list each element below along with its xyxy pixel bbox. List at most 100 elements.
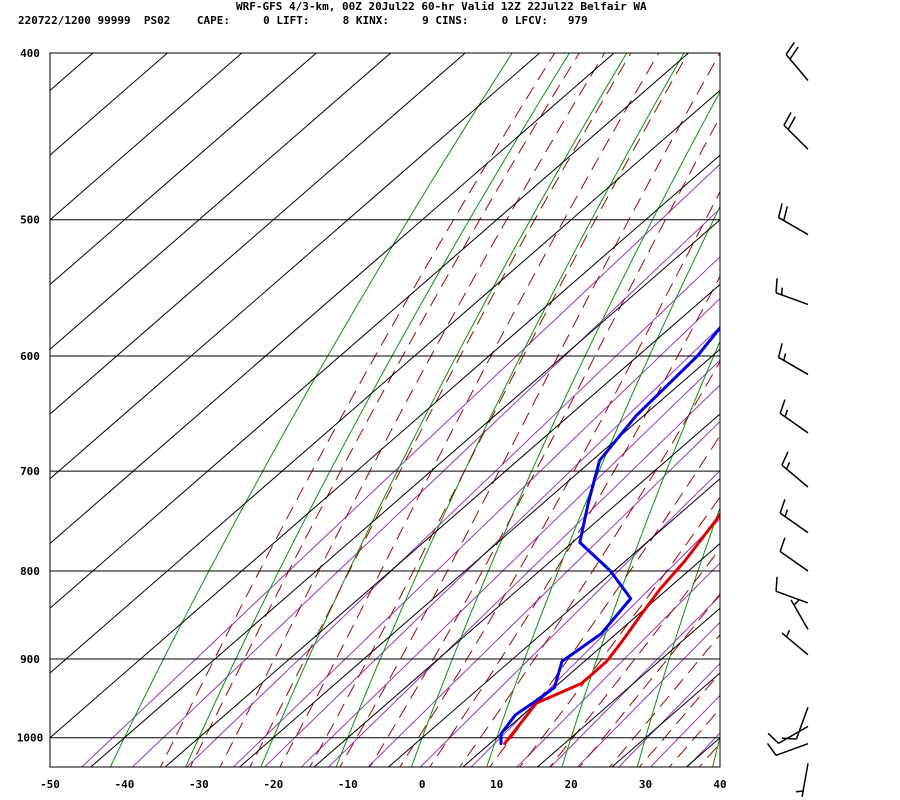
wind-barb-staff — [778, 356, 809, 376]
wind-barb-staff — [778, 216, 809, 236]
wind-barb-half-flag — [793, 599, 800, 606]
wind-barb — [779, 399, 809, 434]
isotherm-line — [49, 52, 540, 480]
index-kinx-value: 9 — [422, 14, 429, 27]
mixing-ratio-line — [232, 297, 720, 767]
isotherm-line — [388, 478, 721, 768]
index-lift-value: 8 — [342, 14, 350, 27]
wind-barb-staff — [775, 590, 809, 604]
wind-barb — [767, 725, 809, 745]
moist-adiabat — [638, 671, 720, 767]
moist-adiabat — [249, 53, 632, 767]
moist-adiabat — [159, 53, 556, 767]
index-lfcv-label: LFCV: — [514, 14, 548, 27]
x-tick-label: 0 — [419, 778, 426, 791]
wind-barb-staff — [781, 464, 809, 488]
mixing-ratio-line — [300, 359, 720, 767]
moist-adiabat — [279, 53, 660, 767]
mixing-ratio-line — [516, 562, 720, 767]
dry-adiabat — [410, 90, 720, 767]
wind-barb-staff — [795, 706, 809, 740]
y-tick-label: 700 — [20, 465, 40, 478]
wind-barb-flag — [787, 116, 796, 130]
isotherm-line — [49, 52, 243, 221]
dry-adiabat — [561, 340, 720, 767]
wind-barb-flag — [783, 206, 789, 221]
wind-barb-staff — [779, 412, 809, 434]
wind-barb — [777, 203, 809, 236]
wind-barb-flag — [777, 203, 783, 218]
wind-barb-half-flag — [784, 409, 789, 418]
wind-barb-flag — [789, 46, 799, 60]
wind-barb — [775, 278, 809, 306]
wind-barb-half-flag — [785, 629, 791, 638]
temperature-axis-labels: -50 -40 -30 -20 -10 0 10 20 30 40 — [40, 778, 727, 791]
moist-adiabat — [369, 115, 720, 767]
mixing-ratio-line — [618, 662, 720, 767]
x-tick-label: -30 — [189, 778, 209, 791]
pressure-axis-labels: 400 500 600 700 800 900 1000 — [17, 47, 44, 745]
mixing-ratio-line — [263, 325, 720, 767]
isotherm-line — [49, 52, 466, 415]
wind-barb — [783, 112, 809, 150]
sounding-profiles — [499, 325, 720, 746]
index-cape-value: 0 — [263, 14, 270, 27]
dry-adiabat — [335, 53, 685, 767]
wind-barb — [777, 343, 809, 376]
isotherm-line — [611, 672, 721, 768]
dry-adiabat — [787, 44, 900, 771]
mixing-ratio-line — [576, 621, 720, 767]
moist-adiabat — [459, 360, 720, 767]
wind-barb — [781, 706, 809, 740]
dry-adiabat — [109, 53, 513, 767]
index-lift-label: LIFT: — [276, 14, 310, 27]
moist-adiabat — [399, 190, 720, 767]
plot-frame — [49, 52, 721, 768]
moist-adiabat — [189, 53, 580, 767]
isotherm-line — [49, 52, 689, 609]
index-cape-label: CAPE: — [196, 14, 230, 27]
wind-barb — [779, 499, 809, 534]
y-tick-label: 800 — [20, 565, 40, 578]
dry-adiabat — [712, 735, 720, 767]
wind-barb-flag — [767, 732, 780, 744]
isotherm-line — [49, 89, 721, 674]
isotherm-line — [49, 52, 392, 350]
y-tick-label: 600 — [20, 350, 40, 363]
sounding-info-line: 220722/1200 99999 PS02 CAPE: 0 LIFT: 8 K… — [18, 15, 588, 27]
moist-adiabat — [549, 547, 720, 767]
isotherm-line — [49, 52, 168, 156]
wind-barb-flag — [766, 743, 777, 756]
wind-barb — [795, 763, 809, 798]
x-tick-label: 30 — [639, 778, 652, 791]
wind-barb-staff — [779, 550, 809, 572]
wind-barb — [781, 451, 809, 488]
y-tick-label: 1000 — [17, 732, 44, 745]
moist-adiabat — [608, 634, 720, 767]
y-tick-label: 500 — [20, 214, 40, 227]
wind-barb-flag — [783, 112, 792, 126]
wind-barb-flag — [781, 451, 789, 466]
temperature-profile — [503, 511, 720, 746]
moist-adiabat — [219, 53, 606, 767]
moist-adiabat — [429, 275, 720, 767]
wind-barb-staff — [778, 725, 809, 745]
x-tick-label: -50 — [40, 778, 60, 791]
dry-adiabat — [862, 44, 900, 771]
isotherm-line — [49, 52, 317, 285]
isotherm-line — [537, 607, 721, 768]
wind-barb-half-flag — [795, 790, 804, 793]
wind-barb-half-flag — [785, 462, 791, 470]
isotherm-line — [49, 154, 721, 739]
isotherm-line — [313, 413, 721, 768]
wind-barb-half-flag — [784, 509, 789, 517]
wind-barb-staff — [779, 512, 809, 534]
isotherm-line — [685, 737, 721, 768]
y-tick-label: 900 — [20, 653, 40, 666]
wind-barb — [766, 742, 809, 756]
grid-lines — [49, 52, 721, 768]
wind-barb-staff — [801, 763, 809, 798]
index-cins-label: CINS: — [435, 14, 469, 27]
y-tick-label: 400 — [20, 47, 40, 60]
mixing-ratio-line — [327, 384, 720, 767]
